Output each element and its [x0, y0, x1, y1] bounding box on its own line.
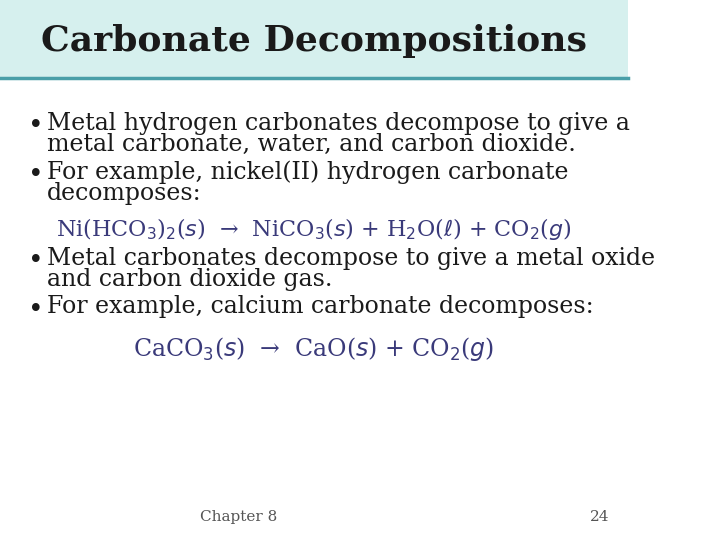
Text: decomposes:: decomposes:	[47, 182, 202, 205]
Text: Carbonate Decompositions: Carbonate Decompositions	[41, 24, 587, 57]
Text: CaCO$_3$($s$)  →  CaO($s$) + CO$_2$($g$): CaCO$_3$($s$) → CaO($s$) + CO$_2$($g$)	[133, 335, 495, 363]
Text: •: •	[28, 297, 44, 323]
Text: For example, nickel(II) hydrogen carbonate: For example, nickel(II) hydrogen carbona…	[47, 160, 569, 184]
Text: Metal hydrogen carbonates decompose to give a: Metal hydrogen carbonates decompose to g…	[47, 112, 630, 135]
Text: and carbon dioxide gas.: and carbon dioxide gas.	[47, 268, 333, 292]
Text: Metal carbonates decompose to give a metal oxide: Metal carbonates decompose to give a met…	[47, 247, 655, 270]
Text: •: •	[28, 248, 44, 274]
Text: metal carbonate, water, and carbon dioxide.: metal carbonate, water, and carbon dioxi…	[47, 133, 576, 157]
Text: Chapter 8: Chapter 8	[200, 510, 277, 524]
Text: For example, calcium carbonate decomposes:: For example, calcium carbonate decompose…	[47, 295, 594, 319]
Text: •: •	[28, 162, 44, 188]
FancyBboxPatch shape	[0, 0, 628, 78]
Text: Ni(HCO$_3$)$_2$($s$)  →  NiCO$_3$($s$) + H$_2$O($\ell$) + CO$_2$($g$): Ni(HCO$_3$)$_2$($s$) → NiCO$_3$($s$) + H…	[56, 216, 572, 242]
Text: •: •	[28, 113, 44, 139]
Text: 24: 24	[590, 510, 609, 524]
